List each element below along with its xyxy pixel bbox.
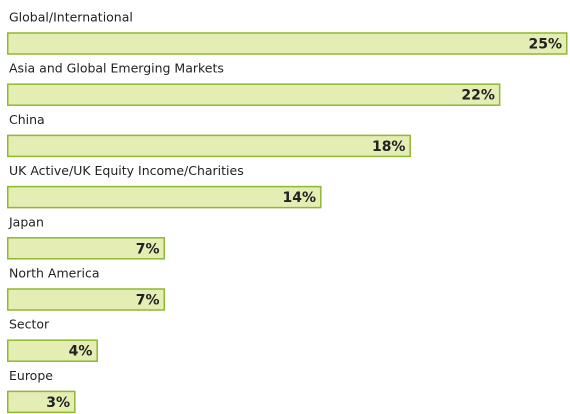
value-label: 7% [136, 293, 160, 309]
bar [7, 288, 166, 311]
bar [7, 83, 501, 106]
bar [7, 32, 568, 55]
category-label: Sector [9, 317, 50, 332]
value-label: 25% [528, 37, 562, 53]
category-label: China [9, 112, 45, 127]
bar [7, 185, 322, 209]
bar [7, 237, 166, 260]
bar [7, 390, 76, 414]
value-label: 7% [136, 241, 160, 257]
value-label: 3% [46, 395, 70, 411]
category-label: Japan [8, 214, 44, 229]
value-label: 4% [69, 344, 93, 360]
bar [7, 134, 411, 158]
category-label: North America [9, 266, 100, 281]
category-label: Asia and Global Emerging Markets [9, 61, 224, 76]
value-label: 22% [461, 88, 495, 104]
category-label: UK Active/UK Equity Income/Charities [9, 163, 244, 178]
category-label: Europe [9, 368, 53, 383]
bar [7, 339, 98, 362]
category-label: Global/International [9, 10, 133, 25]
value-label: 18% [372, 139, 406, 155]
value-label: 14% [283, 190, 317, 206]
